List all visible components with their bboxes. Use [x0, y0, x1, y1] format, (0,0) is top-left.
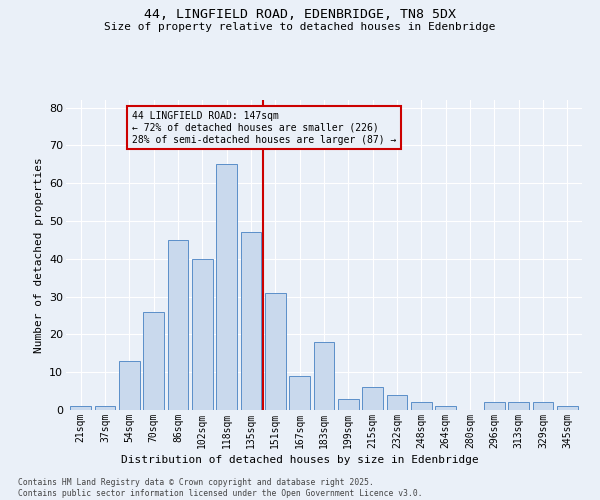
Bar [216, 164, 237, 410]
Bar [265, 293, 286, 410]
Bar [241, 232, 262, 410]
Text: Size of property relative to detached houses in Edenbridge: Size of property relative to detached ho… [104, 22, 496, 32]
Bar [167, 240, 188, 410]
Y-axis label: Number of detached properties: Number of detached properties [34, 157, 44, 353]
Bar [557, 406, 578, 410]
Bar [143, 312, 164, 410]
Bar [533, 402, 553, 410]
Bar [484, 402, 505, 410]
Text: Contains HM Land Registry data © Crown copyright and database right 2025.
Contai: Contains HM Land Registry data © Crown c… [18, 478, 422, 498]
Bar [70, 406, 91, 410]
Bar [338, 398, 359, 410]
Text: 44, LINGFIELD ROAD, EDENBRIDGE, TN8 5DX: 44, LINGFIELD ROAD, EDENBRIDGE, TN8 5DX [144, 8, 456, 20]
Bar [386, 395, 407, 410]
Bar [119, 361, 140, 410]
Bar [95, 406, 115, 410]
Bar [192, 259, 212, 410]
Bar [411, 402, 432, 410]
Text: 44 LINGFIELD ROAD: 147sqm
← 72% of detached houses are smaller (226)
28% of semi: 44 LINGFIELD ROAD: 147sqm ← 72% of detac… [132, 112, 396, 144]
Bar [314, 342, 334, 410]
Bar [362, 388, 383, 410]
Bar [436, 406, 456, 410]
Text: Distribution of detached houses by size in Edenbridge: Distribution of detached houses by size … [121, 455, 479, 465]
Bar [508, 402, 529, 410]
Bar [289, 376, 310, 410]
